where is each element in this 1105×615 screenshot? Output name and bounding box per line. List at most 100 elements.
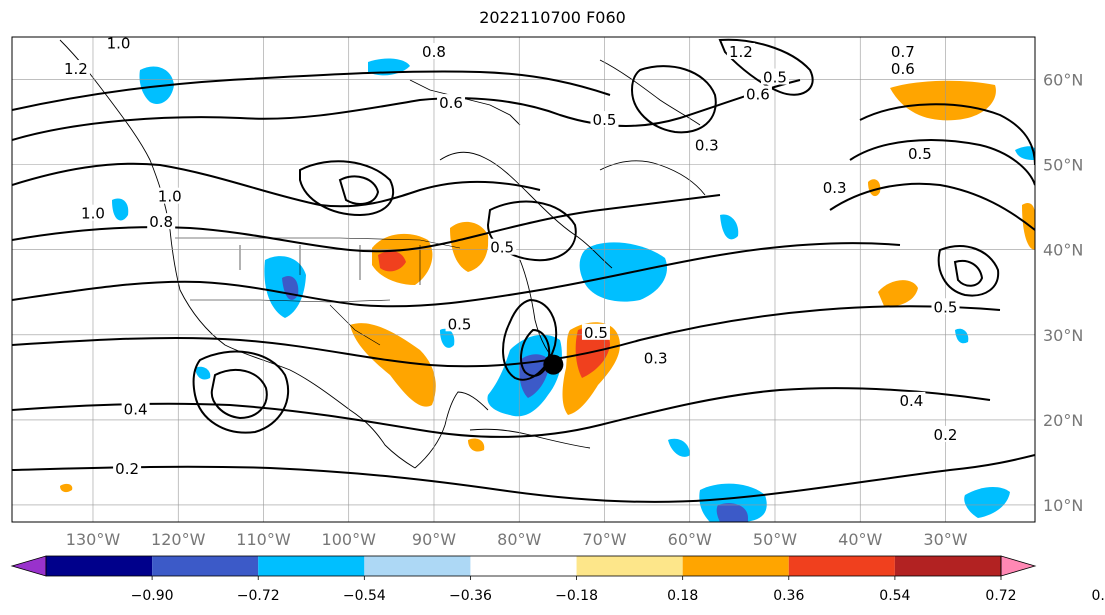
contour-label: 0.5 <box>584 324 608 342</box>
contour-label-bg <box>820 179 849 196</box>
contour-label-bg <box>760 68 789 85</box>
contour-label: 0.8 <box>149 213 173 231</box>
contour-label-bg <box>692 136 721 153</box>
contour-label-bg <box>590 111 619 128</box>
contour-label: 1.0 <box>158 188 182 206</box>
contour-label: 1.0 <box>107 35 131 53</box>
x-tick-label: 40°W <box>838 530 882 549</box>
y-tick-label: 30°N <box>1043 326 1083 345</box>
contour-label: 0.3 <box>644 349 668 367</box>
contour-label: 1.2 <box>64 60 88 78</box>
contour-label: 0.5 <box>934 298 958 316</box>
x-axis-ticks: 130°W 120°W 110°W 100°W 90°W 80°W 70°W 60°W 50°W… <box>66 530 968 549</box>
x-tick-label: 130°W <box>66 530 121 549</box>
colorbar-extend-low <box>10 555 47 577</box>
contour-label-bg <box>581 323 610 340</box>
contour-label-bg <box>113 459 142 476</box>
contour-label: 0.5 <box>593 111 617 129</box>
contour-label-bg <box>121 400 150 417</box>
contour-label-bg <box>726 43 755 60</box>
contour-label-bg <box>445 315 474 332</box>
x-tick-label: 60°W <box>668 530 712 549</box>
colorbar-tick-label: 0.54 <box>879 588 910 604</box>
colorbar-segment <box>152 556 259 576</box>
colorbar-outline <box>45 555 1002 577</box>
contour-label-bg <box>147 213 176 230</box>
y-tick-label: 20°N <box>1043 411 1083 430</box>
colorbar-segment <box>364 556 471 576</box>
contour-label-bg <box>905 145 934 162</box>
x-tick-label: 110°W <box>236 530 291 549</box>
x-tick-label: 70°W <box>582 530 626 549</box>
x-tick-label: 50°W <box>753 530 797 549</box>
contour-label-bg <box>78 204 107 221</box>
y-tick-label: 10°N <box>1043 496 1083 515</box>
colorbar-segment <box>682 556 789 576</box>
lat-lon-grid <box>12 37 1035 522</box>
colorbar: −0.90 −0.72 −0.54 −0.36 −0.18 0.18 0.36 0.54 0.7… <box>10 555 1105 604</box>
contour-label: 0.3 <box>695 137 719 155</box>
contour-label-bg <box>155 187 184 204</box>
contour-label-bg <box>488 238 517 255</box>
chart-title: 2022110700 F060 <box>479 8 626 27</box>
contour-label: 0.2 <box>115 460 139 478</box>
contour-label: 0.4 <box>899 392 923 410</box>
colorbar-tick-label: −0.54 <box>343 588 386 604</box>
contour-label-bg <box>61 60 90 77</box>
colorbar-tick-label: 0.90 <box>1092 588 1105 604</box>
x-tick-label: 30°W <box>923 530 967 549</box>
colorbar-tick-label: −0.36 <box>449 588 492 604</box>
colorbar-tick-label: −0.18 <box>555 588 598 604</box>
colorbar-tick-label: 0.36 <box>773 588 804 604</box>
y-tick-label: 50°N <box>1043 156 1083 175</box>
contour-labels: 1.01.20.80.61.01.00.80.50.31.20.60.50.70… <box>61 34 960 478</box>
colorbar-tick-label: −0.72 <box>237 588 280 604</box>
contour-label: 0.5 <box>763 69 787 87</box>
anomaly-shading <box>60 58 1035 522</box>
y-tick-label: 40°N <box>1043 241 1083 260</box>
contour-label: 0.5 <box>448 315 472 333</box>
colorbar-segment <box>576 556 683 576</box>
colorbar-extend-high <box>1000 555 1037 577</box>
colorbar-segment <box>258 556 365 576</box>
contour-label: 0.6 <box>746 86 770 104</box>
colorbar-tick-label: 0.18 <box>667 588 698 604</box>
contour-label-bg <box>897 391 926 408</box>
contour-label: 0.7 <box>891 43 915 61</box>
contour-label: 0.6 <box>891 60 915 78</box>
contour-label: 0.4 <box>124 400 148 418</box>
colorbar-tick-label: 0.72 <box>985 588 1016 604</box>
contour-label: 0.5 <box>908 145 932 163</box>
contour-label: 0.5 <box>490 239 514 257</box>
colorbar-tick-label: −0.90 <box>131 588 174 604</box>
contour-label-bg <box>104 34 133 51</box>
contour-label: 0.3 <box>823 179 847 197</box>
contour-label: 0.6 <box>439 94 463 112</box>
colorbar-segment <box>894 556 1001 576</box>
contour-label-bg <box>931 425 960 442</box>
x-tick-label: 120°W <box>151 530 206 549</box>
contour-label: 1.0 <box>81 205 105 223</box>
contour-label: 0.8 <box>422 43 446 61</box>
map-frame <box>11 36 1036 523</box>
contour-label-bg <box>419 43 448 60</box>
contour-label-bg <box>888 60 917 77</box>
y-axis-ticks: 60°N 50°N 40°N 30°N 20°N 10°N <box>1043 71 1083 515</box>
storm-center-marker <box>543 354 564 375</box>
y-tick-label: 60°N <box>1043 71 1083 90</box>
x-tick-label: 90°W <box>412 530 456 549</box>
x-tick-label: 80°W <box>497 530 541 549</box>
contour-label-bg <box>743 85 772 102</box>
contour-label-bg <box>888 43 917 60</box>
contour-label: 1.2 <box>729 43 753 61</box>
colorbar-segment <box>788 556 895 576</box>
colorbar-segment <box>470 556 577 576</box>
contour-label-bg <box>437 94 466 111</box>
country-borders <box>175 237 461 346</box>
contour-label-bg <box>641 349 670 366</box>
colorbar-segment <box>46 556 153 576</box>
x-tick-label: 100°W <box>322 530 377 549</box>
contour-label: 0.2 <box>934 426 958 444</box>
contour-label-bg <box>931 298 960 315</box>
